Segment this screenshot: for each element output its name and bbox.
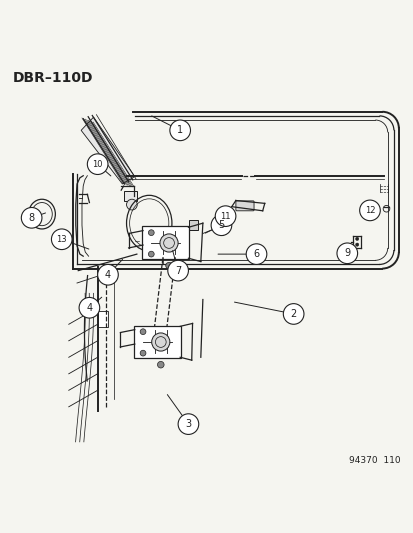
Circle shape (148, 230, 154, 236)
Circle shape (97, 264, 118, 285)
Text: 3: 3 (185, 419, 191, 429)
FancyBboxPatch shape (134, 326, 180, 358)
Circle shape (178, 414, 198, 434)
Circle shape (355, 243, 358, 246)
Text: 9: 9 (343, 248, 349, 259)
Circle shape (336, 243, 357, 264)
FancyBboxPatch shape (124, 191, 137, 201)
Circle shape (282, 304, 303, 324)
Circle shape (87, 154, 108, 174)
FancyBboxPatch shape (142, 227, 189, 259)
Circle shape (159, 234, 178, 252)
Circle shape (148, 251, 154, 257)
Text: 5: 5 (218, 220, 224, 230)
Circle shape (355, 237, 358, 240)
Circle shape (211, 215, 231, 236)
Text: 2: 2 (290, 309, 296, 319)
Text: DBR–110D: DBR–110D (13, 70, 93, 85)
Circle shape (51, 229, 72, 249)
Circle shape (359, 200, 380, 221)
Text: 13: 13 (56, 235, 67, 244)
Circle shape (140, 329, 145, 335)
Text: 11: 11 (220, 212, 230, 221)
Circle shape (151, 333, 169, 351)
FancyBboxPatch shape (189, 220, 197, 230)
Circle shape (169, 120, 190, 141)
Polygon shape (81, 117, 135, 184)
Text: 8: 8 (28, 213, 35, 223)
Circle shape (21, 207, 42, 228)
Text: 10: 10 (92, 160, 103, 168)
Circle shape (167, 260, 188, 281)
Circle shape (223, 227, 229, 233)
Circle shape (157, 361, 164, 368)
Circle shape (126, 199, 137, 210)
Circle shape (215, 206, 235, 227)
Text: 1: 1 (177, 125, 183, 135)
Circle shape (140, 350, 145, 356)
Text: 4: 4 (86, 303, 92, 313)
FancyBboxPatch shape (98, 311, 107, 327)
Circle shape (165, 262, 172, 269)
Text: 94370  110: 94370 110 (349, 456, 400, 465)
Text: 7: 7 (175, 265, 181, 276)
Text: 12: 12 (364, 206, 374, 215)
FancyBboxPatch shape (235, 201, 254, 211)
Text: 6: 6 (253, 249, 259, 259)
Text: 4: 4 (104, 270, 111, 280)
Circle shape (246, 244, 266, 264)
Circle shape (79, 297, 100, 318)
